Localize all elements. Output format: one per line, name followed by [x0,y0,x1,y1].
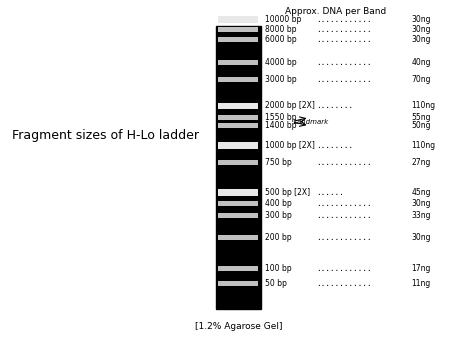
Text: ........: ........ [316,141,353,150]
Bar [218,60,258,65]
Text: 6000 bp: 6000 bp [265,35,297,44]
Bar [218,281,258,286]
Text: 50 bp: 50 bp [265,279,287,288]
Text: ............: ............ [316,233,372,242]
Bar [216,26,261,309]
Text: 70ng: 70ng [412,75,431,84]
Text: Fragment sizes of H-Lo ladder: Fragment sizes of H-Lo ladder [12,129,198,142]
Text: 1400 bp: 1400 bp [265,121,297,130]
Text: 30ng: 30ng [412,15,431,24]
Text: ............: ............ [316,15,372,24]
Text: 2000 bp [2X]: 2000 bp [2X] [265,101,315,110]
Text: 55ng: 55ng [412,113,431,122]
Text: 3000 bp: 3000 bp [265,75,297,84]
Text: 4000 bp: 4000 bp [265,58,297,67]
Bar [218,102,258,109]
Text: ............: ............ [316,264,372,273]
Bar [218,77,258,82]
Text: 40ng: 40ng [412,58,431,67]
Text: 30ng: 30ng [412,25,431,34]
Text: ............: ............ [316,211,372,220]
Text: 33ng: 33ng [412,211,431,220]
Text: 750 bp: 750 bp [265,158,292,167]
Bar [218,115,258,120]
Text: ............: ............ [316,25,372,34]
Text: Landmark: Landmark [294,119,329,125]
Bar [218,16,258,23]
Text: 11ng: 11ng [412,279,431,288]
Text: 300 bp: 300 bp [265,211,292,220]
Bar [218,123,258,128]
Text: 30ng: 30ng [412,35,431,44]
Bar [218,27,258,32]
Bar [218,266,258,271]
Text: 1000 bp [2X]: 1000 bp [2X] [265,141,315,150]
Text: 100 bp: 100 bp [265,264,292,273]
Text: ............: ............ [316,75,372,84]
Text: Approx. DNA per Band: Approx. DNA per Band [285,7,387,16]
Text: ......: ...... [316,188,344,197]
Text: ............: ............ [316,279,372,288]
Text: 200 bp: 200 bp [265,233,292,242]
Text: 30ng: 30ng [412,199,431,209]
Text: ............: ............ [316,199,372,209]
Bar [218,235,258,240]
Text: 45ng: 45ng [412,188,431,197]
Text: ........: ........ [316,101,353,110]
Bar [218,37,258,42]
Text: 30ng: 30ng [412,233,431,242]
Text: 10000 bp: 10000 bp [265,15,302,24]
Text: 1550 bp: 1550 bp [265,113,297,122]
Bar [218,160,258,165]
Text: 8000 bp: 8000 bp [265,25,297,34]
Bar [218,213,258,218]
Text: 110ng: 110ng [412,101,436,110]
Bar [218,201,258,207]
Text: 50ng: 50ng [412,121,431,130]
Text: 400 bp: 400 bp [265,199,292,209]
Text: ............: ............ [316,35,372,44]
Text: 110ng: 110ng [412,141,436,150]
Text: 500 bp [2X]: 500 bp [2X] [265,188,310,197]
Bar [218,189,258,196]
Text: 27ng: 27ng [412,158,431,167]
Text: ............: ............ [316,158,372,167]
Bar [218,142,258,149]
Text: [1.2% Agarose Gel]: [1.2% Agarose Gel] [194,322,282,331]
Text: ............: ............ [316,58,372,67]
Text: 17ng: 17ng [412,264,431,273]
